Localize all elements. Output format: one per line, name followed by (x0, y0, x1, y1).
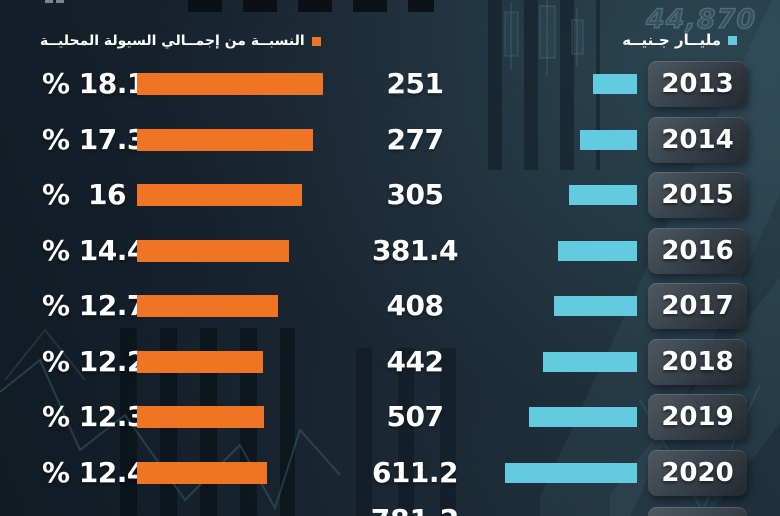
amount-bar (529, 407, 637, 427)
data-row-2014: % 17.3 277 2014 (0, 117, 780, 163)
legend-amount: مليــار جـنيــه (622, 31, 737, 49)
value-label: 611.2 (371, 456, 459, 489)
percent-label: % 14.4 (42, 234, 146, 267)
year-plate: 2019 (648, 394, 747, 440)
year-plate: 2017 (648, 283, 747, 329)
cut-off-title-fragment (45, 0, 53, 3)
amount-bar (569, 185, 637, 205)
value-label: 251 (386, 67, 444, 100)
value-label: 507 (386, 400, 444, 433)
percent-label: % 12.2 (42, 345, 146, 378)
amount-bar (543, 352, 637, 372)
year-label: 2020 (661, 458, 734, 488)
legend-percent: النسبــة من إجمــالي السيولة المحليــة (40, 33, 321, 49)
legend-percent-label: النسبــة من إجمــالي السيولة المحليــة (40, 33, 305, 49)
year-label: 2013 (661, 69, 734, 99)
cyan-square-icon (728, 35, 737, 45)
data-row-2016: % 14.4 381.4 2016 (0, 228, 780, 274)
amount-bar (593, 74, 637, 94)
value-label: 442 (386, 345, 444, 378)
percent-label: % 17.3 (42, 123, 146, 156)
percent-bar (137, 351, 263, 373)
percent-label: % 12.7 (42, 289, 146, 322)
percent-label: % 16 (42, 178, 127, 211)
amount-bar (580, 130, 637, 150)
year-plate: 2020 (648, 450, 747, 496)
data-row-2017: % 12.7 408 2017 (0, 283, 780, 329)
year-plate: 2013 (648, 61, 747, 107)
year-plate: 2014 (648, 117, 747, 163)
amount-bar (558, 241, 637, 261)
value-label: 305 (386, 178, 444, 211)
year-label: 2014 (661, 125, 734, 155)
percent-bar (137, 184, 302, 206)
percent-label: % 12.4 (42, 456, 146, 489)
data-row-2019: % 12.3 507 2019 (0, 394, 780, 440)
cut-off-title-fragment (56, 0, 64, 3)
percent-bar (137, 295, 278, 317)
percent-label: % 18.1 (42, 67, 146, 100)
percent-label: % 12.3 (42, 400, 146, 433)
partial-year-plate (648, 507, 747, 516)
amount-bar (505, 463, 637, 483)
year-label: 2019 (661, 402, 734, 432)
data-row-2013: % 18.1 251 2013 (0, 61, 780, 107)
percent-bar (137, 129, 313, 151)
legend-amount-label: مليــار جـنيــه (622, 31, 721, 49)
year-plate: 2016 (648, 228, 747, 274)
year-plate: 2015 (648, 172, 747, 218)
year-label: 2018 (661, 347, 734, 377)
percent-bar (137, 73, 323, 95)
orange-square-icon (311, 36, 321, 46)
value-label: 408 (386, 289, 444, 322)
data-row-2018: % 12.2 442 2018 (0, 339, 780, 385)
percent-bar (137, 240, 289, 262)
year-label: 2017 (661, 291, 734, 321)
value-label: 277 (386, 123, 444, 156)
year-plate: 2018 (648, 339, 747, 385)
partial-value-label: 781.2 (330, 503, 500, 516)
ghost-number: 44,870 (645, 3, 757, 35)
year-label: 2015 (661, 180, 734, 210)
data-row-2020: % 12.4 611.2 2020 (0, 450, 780, 496)
cut-off-title-fragment (188, 0, 434, 12)
percent-bar (137, 406, 264, 428)
amount-bar (554, 296, 637, 316)
data-row-2015: % 16 305 2015 (0, 172, 780, 218)
percent-bar (137, 462, 267, 484)
value-label: 381.4 (371, 234, 459, 267)
year-label: 2016 (661, 236, 734, 266)
